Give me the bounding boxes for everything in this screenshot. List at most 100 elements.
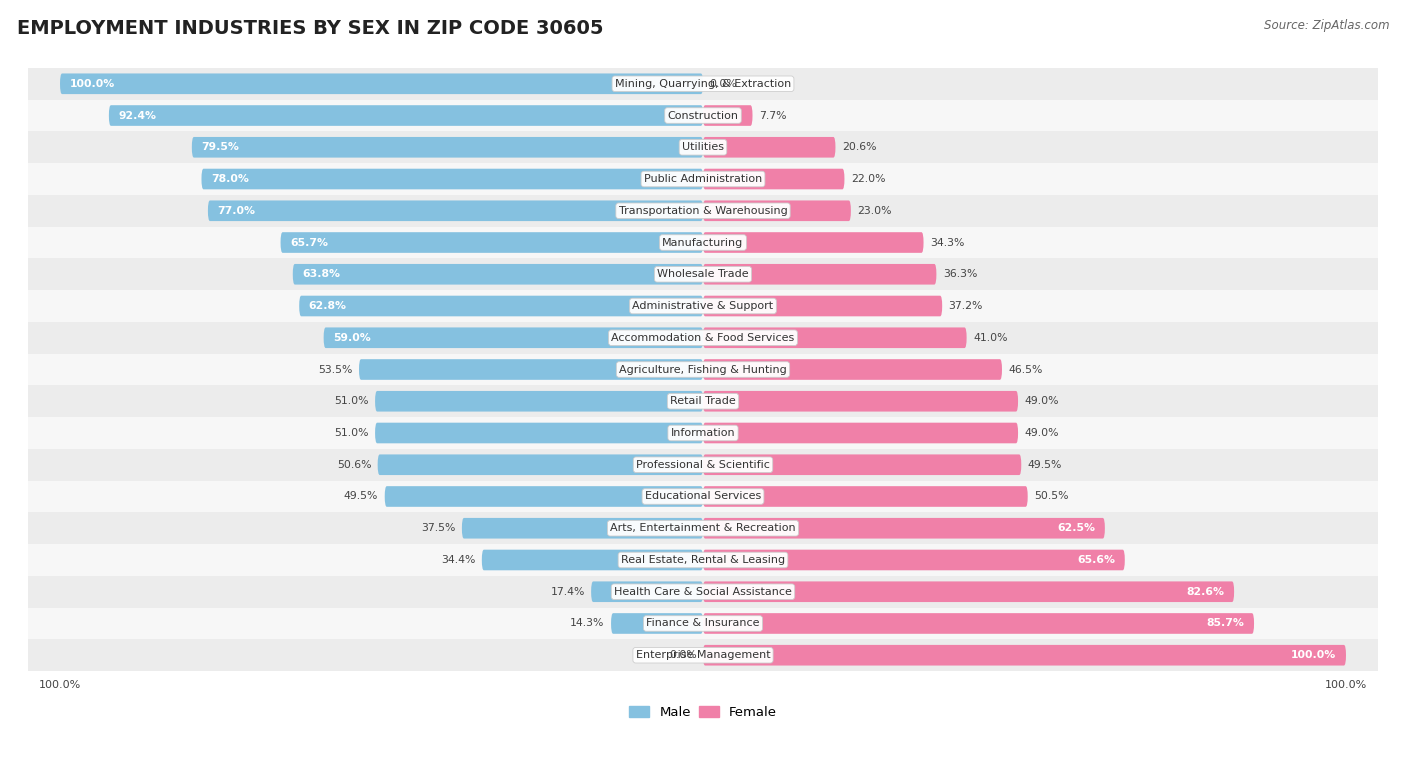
- FancyBboxPatch shape: [201, 168, 703, 189]
- Text: Health Care & Social Assistance: Health Care & Social Assistance: [614, 587, 792, 597]
- Bar: [28, 480, 1378, 512]
- FancyBboxPatch shape: [703, 327, 967, 348]
- Bar: [28, 449, 1378, 480]
- FancyBboxPatch shape: [703, 487, 1028, 507]
- FancyBboxPatch shape: [299, 296, 703, 317]
- Text: 46.5%: 46.5%: [1008, 365, 1043, 375]
- Text: 22.0%: 22.0%: [851, 174, 886, 184]
- Text: 65.6%: 65.6%: [1077, 555, 1115, 565]
- Bar: [28, 195, 1378, 227]
- FancyBboxPatch shape: [292, 264, 703, 285]
- Text: Manufacturing: Manufacturing: [662, 237, 744, 248]
- FancyBboxPatch shape: [703, 645, 1346, 666]
- Bar: [28, 99, 1378, 131]
- FancyBboxPatch shape: [208, 200, 703, 221]
- Text: Construction: Construction: [668, 110, 738, 120]
- FancyBboxPatch shape: [375, 423, 703, 443]
- FancyBboxPatch shape: [385, 487, 703, 507]
- FancyBboxPatch shape: [703, 106, 752, 126]
- Text: Public Administration: Public Administration: [644, 174, 762, 184]
- Text: Source: ZipAtlas.com: Source: ZipAtlas.com: [1264, 19, 1389, 33]
- Text: 62.8%: 62.8%: [309, 301, 347, 311]
- Text: 49.0%: 49.0%: [1025, 428, 1059, 438]
- Bar: [28, 68, 1378, 99]
- FancyBboxPatch shape: [482, 549, 703, 570]
- FancyBboxPatch shape: [703, 581, 1234, 602]
- Text: 77.0%: 77.0%: [218, 206, 256, 216]
- Text: 41.0%: 41.0%: [973, 333, 1008, 343]
- FancyBboxPatch shape: [703, 168, 845, 189]
- Bar: [28, 512, 1378, 544]
- Text: 92.4%: 92.4%: [118, 110, 156, 120]
- Text: 63.8%: 63.8%: [302, 269, 340, 279]
- Text: Arts, Entertainment & Recreation: Arts, Entertainment & Recreation: [610, 523, 796, 533]
- Text: 0.0%: 0.0%: [669, 650, 696, 660]
- Text: Real Estate, Rental & Leasing: Real Estate, Rental & Leasing: [621, 555, 785, 565]
- Bar: [28, 417, 1378, 449]
- FancyBboxPatch shape: [191, 137, 703, 158]
- FancyBboxPatch shape: [323, 327, 703, 348]
- Bar: [28, 386, 1378, 417]
- Text: 59.0%: 59.0%: [333, 333, 371, 343]
- Bar: [28, 322, 1378, 354]
- Text: Retail Trade: Retail Trade: [671, 397, 735, 407]
- FancyBboxPatch shape: [703, 613, 1254, 634]
- FancyBboxPatch shape: [108, 106, 703, 126]
- Text: Accommodation & Food Services: Accommodation & Food Services: [612, 333, 794, 343]
- Text: Administrative & Support: Administrative & Support: [633, 301, 773, 311]
- Text: 65.7%: 65.7%: [290, 237, 328, 248]
- FancyBboxPatch shape: [703, 264, 936, 285]
- FancyBboxPatch shape: [375, 391, 703, 411]
- FancyBboxPatch shape: [703, 137, 835, 158]
- Text: 100.0%: 100.0%: [1324, 681, 1367, 691]
- Text: 100.0%: 100.0%: [1291, 650, 1336, 660]
- Text: Agriculture, Fishing & Hunting: Agriculture, Fishing & Hunting: [619, 365, 787, 375]
- FancyBboxPatch shape: [591, 581, 703, 602]
- Text: Finance & Insurance: Finance & Insurance: [647, 618, 759, 629]
- Legend: Male, Female: Male, Female: [624, 701, 782, 724]
- Bar: [28, 163, 1378, 195]
- Text: Wholesale Trade: Wholesale Trade: [657, 269, 749, 279]
- Text: 100.0%: 100.0%: [70, 79, 115, 88]
- Bar: [28, 354, 1378, 386]
- Text: 51.0%: 51.0%: [335, 397, 368, 407]
- FancyBboxPatch shape: [703, 423, 1018, 443]
- Text: 37.2%: 37.2%: [949, 301, 983, 311]
- FancyBboxPatch shape: [703, 232, 924, 253]
- Text: 34.3%: 34.3%: [929, 237, 965, 248]
- FancyBboxPatch shape: [703, 549, 1125, 570]
- Text: 7.7%: 7.7%: [759, 110, 786, 120]
- FancyBboxPatch shape: [359, 359, 703, 379]
- Text: 49.5%: 49.5%: [344, 491, 378, 501]
- FancyBboxPatch shape: [703, 200, 851, 221]
- Text: 79.5%: 79.5%: [201, 142, 239, 152]
- Text: EMPLOYMENT INDUSTRIES BY SEX IN ZIP CODE 30605: EMPLOYMENT INDUSTRIES BY SEX IN ZIP CODE…: [17, 19, 603, 38]
- Text: 62.5%: 62.5%: [1057, 523, 1095, 533]
- Text: 85.7%: 85.7%: [1206, 618, 1244, 629]
- Bar: [28, 227, 1378, 258]
- Text: 49.0%: 49.0%: [1025, 397, 1059, 407]
- Text: 36.3%: 36.3%: [943, 269, 977, 279]
- Text: 50.6%: 50.6%: [336, 459, 371, 469]
- Bar: [28, 608, 1378, 639]
- Text: 51.0%: 51.0%: [335, 428, 368, 438]
- Text: 37.5%: 37.5%: [420, 523, 456, 533]
- Text: 23.0%: 23.0%: [858, 206, 891, 216]
- Text: 53.5%: 53.5%: [318, 365, 353, 375]
- Text: Mining, Quarrying, & Extraction: Mining, Quarrying, & Extraction: [614, 79, 792, 88]
- FancyBboxPatch shape: [378, 455, 703, 475]
- Text: 34.4%: 34.4%: [441, 555, 475, 565]
- FancyBboxPatch shape: [703, 359, 1002, 379]
- FancyBboxPatch shape: [703, 296, 942, 317]
- FancyBboxPatch shape: [612, 613, 703, 634]
- Text: Professional & Scientific: Professional & Scientific: [636, 459, 770, 469]
- Bar: [28, 290, 1378, 322]
- Text: 20.6%: 20.6%: [842, 142, 876, 152]
- Text: 78.0%: 78.0%: [211, 174, 249, 184]
- Text: 82.6%: 82.6%: [1187, 587, 1225, 597]
- Bar: [28, 576, 1378, 608]
- Text: Information: Information: [671, 428, 735, 438]
- Bar: [28, 131, 1378, 163]
- Text: Enterprise Management: Enterprise Management: [636, 650, 770, 660]
- Text: 14.3%: 14.3%: [571, 618, 605, 629]
